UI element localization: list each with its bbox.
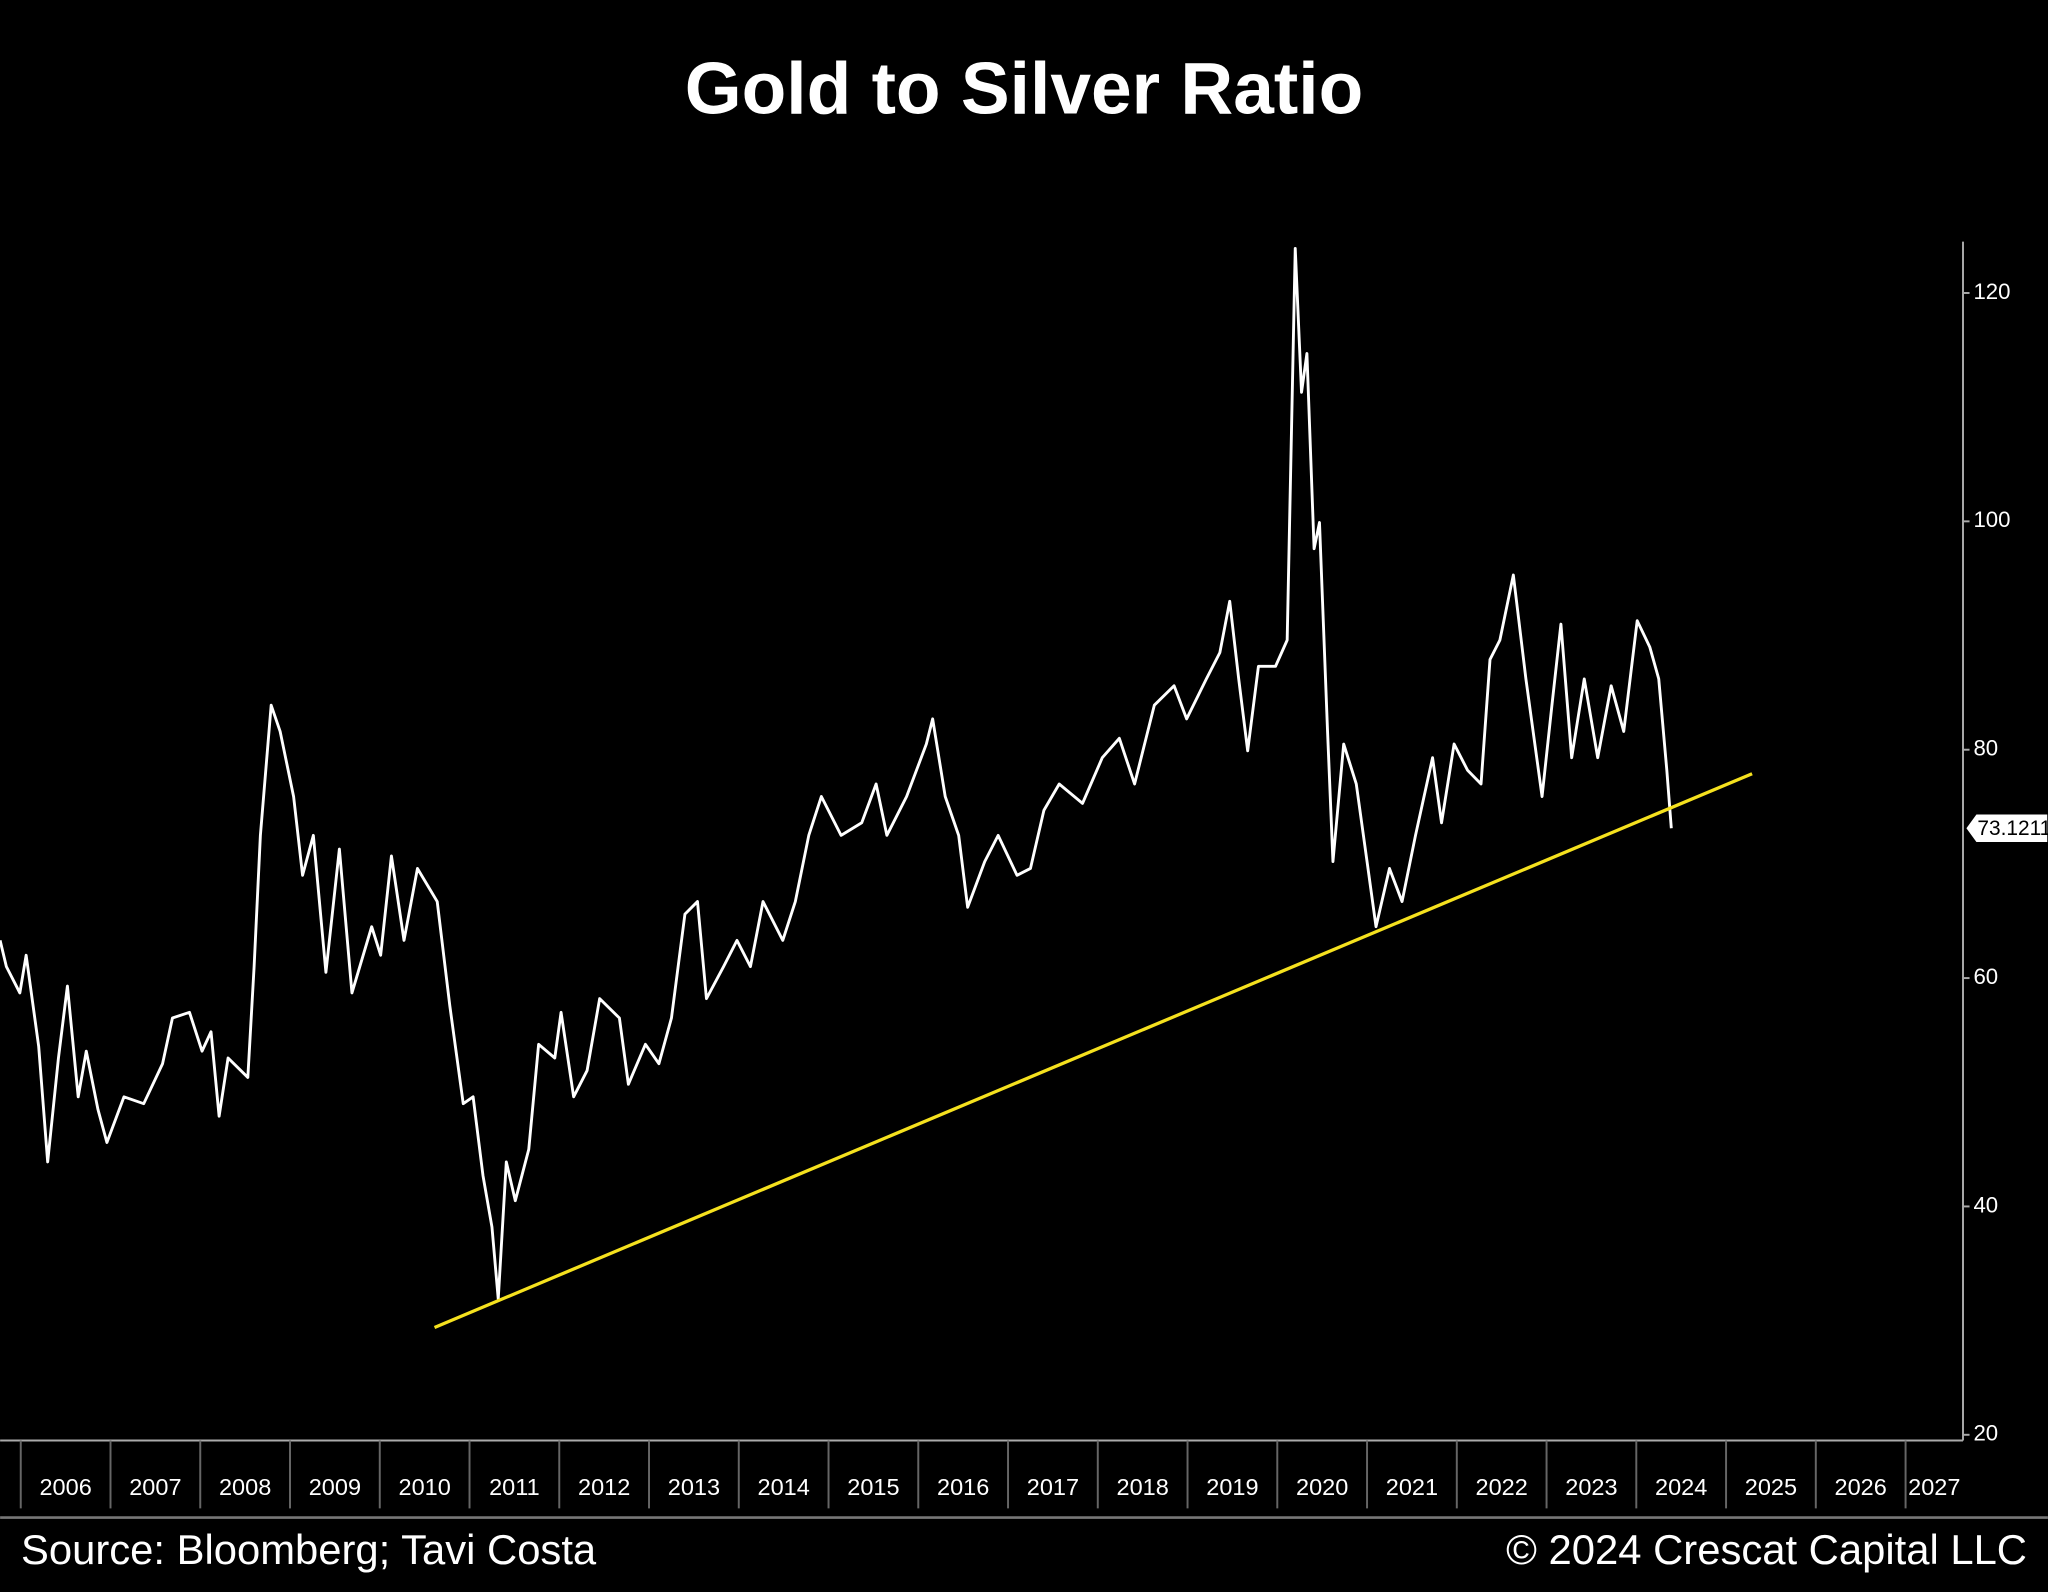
x-tick-label: 2019 [1206,1474,1258,1500]
y-tick-label: 40 [1973,1192,1998,1217]
x-tick-label: 2014 [758,1474,810,1500]
x-tick-label: 2012 [578,1474,630,1500]
x-tick-label: 2018 [1117,1474,1169,1500]
x-tick-label: 2013 [668,1474,720,1500]
x-tick-label: 2020 [1296,1474,1348,1500]
y-tick-label: 60 [1973,964,1998,989]
copyright-note: © 2024 Crescat Capital LLC [1506,1526,2027,1573]
chart-title: Gold to Silver Ratio [685,48,1364,129]
x-tick-label: 2021 [1386,1474,1438,1500]
trend-line [433,772,1753,1329]
x-tick-label: 2009 [309,1474,361,1500]
x-tick-label: 2024 [1655,1474,1707,1500]
source-note: Source: Bloomberg; Tavi Costa [21,1526,597,1573]
last-value-label: 73.1211 [1977,817,2048,840]
x-tick-label: 2022 [1476,1474,1528,1500]
x-tick-label: 2023 [1565,1474,1617,1500]
x-tick-label: 2008 [219,1474,271,1500]
x-tick-label: 2017 [1027,1474,1079,1500]
y-tick-label: 80 [1973,736,1998,761]
x-tick-label: 2011 [489,1474,540,1500]
x-tick-label: 2006 [39,1474,91,1500]
x-tick-label: 2007 [129,1474,181,1500]
x-tick-label: 2026 [1835,1474,1887,1500]
y-tick-label: 20 [1973,1421,1998,1446]
x-tick-label: 2027 [1908,1474,1960,1500]
y-tick-label: 100 [1973,507,2010,532]
price-line [0,247,1673,1301]
x-tick-label: 2025 [1745,1474,1797,1500]
x-tick-label: 2016 [937,1474,989,1500]
y-tick-label: 120 [1973,279,2010,304]
x-tick-label: 2010 [398,1474,450,1500]
x-tick-label: 2015 [847,1474,899,1500]
